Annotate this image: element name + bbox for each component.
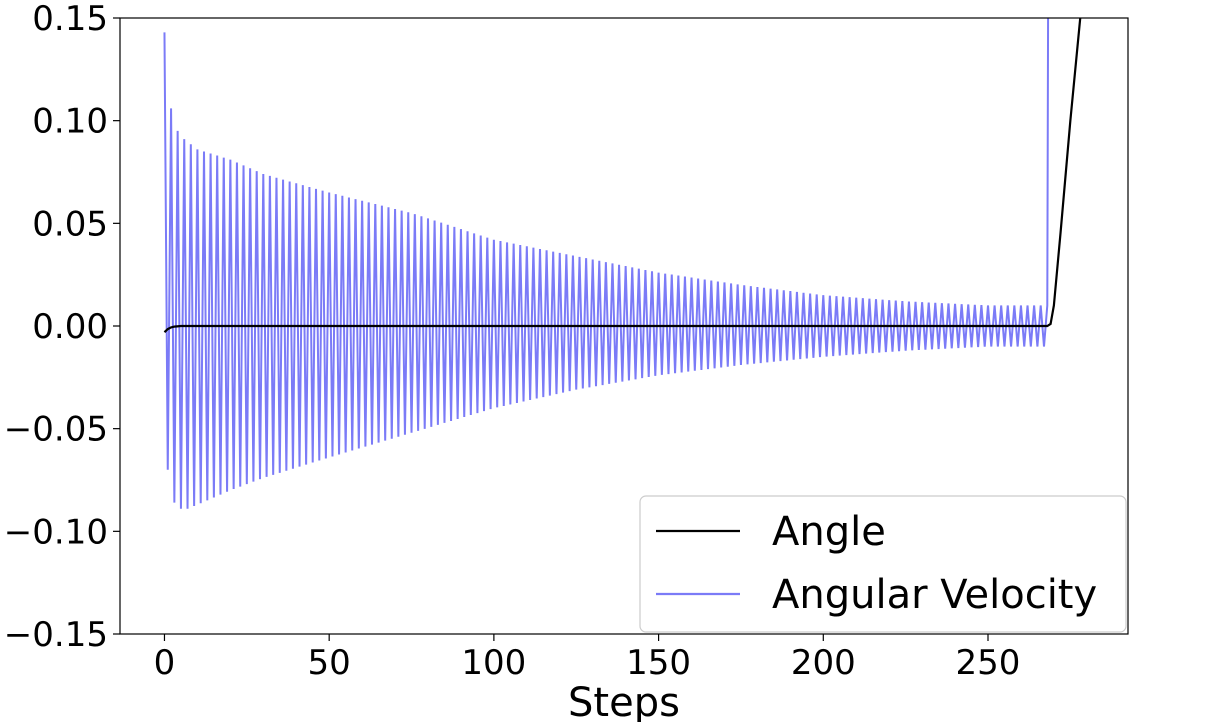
- legend: Angle Angular Velocity: [639, 495, 1127, 633]
- series-angle-line: [163, 18, 1082, 333]
- y-tick-label: −0.10: [4, 512, 108, 552]
- y-tick-label: −0.05: [4, 410, 108, 450]
- x-axis-title: Steps: [568, 680, 680, 722]
- x-tick-label: 0: [154, 643, 176, 683]
- legend-label: Angular Velocity: [772, 572, 1097, 618]
- y-tick-label: 0.05: [32, 204, 108, 244]
- y-tick-label: −0.15: [4, 615, 108, 655]
- x-tick-label: 200: [791, 643, 856, 683]
- x-axis: 0 50 100 150 200 250: [154, 634, 1021, 683]
- legend-box: [639, 495, 1127, 633]
- series-angular-velocity-line: [163, 18, 1050, 509]
- y-tick-label: 0.10: [32, 102, 108, 142]
- x-tick-label: 50: [308, 643, 351, 683]
- y-tick-label: 0.15: [32, 0, 108, 39]
- y-axis: −0.15 −0.10 −0.05 0.00 0.05 0.10 0.15: [4, 0, 120, 655]
- x-tick-label: 100: [461, 643, 526, 683]
- x-tick-label: 250: [956, 643, 1021, 683]
- legend-label: Angle: [772, 509, 886, 555]
- series-layer: [163, 18, 1082, 509]
- x-tick-label: 150: [626, 643, 691, 683]
- y-tick-label: 0.00: [32, 307, 108, 347]
